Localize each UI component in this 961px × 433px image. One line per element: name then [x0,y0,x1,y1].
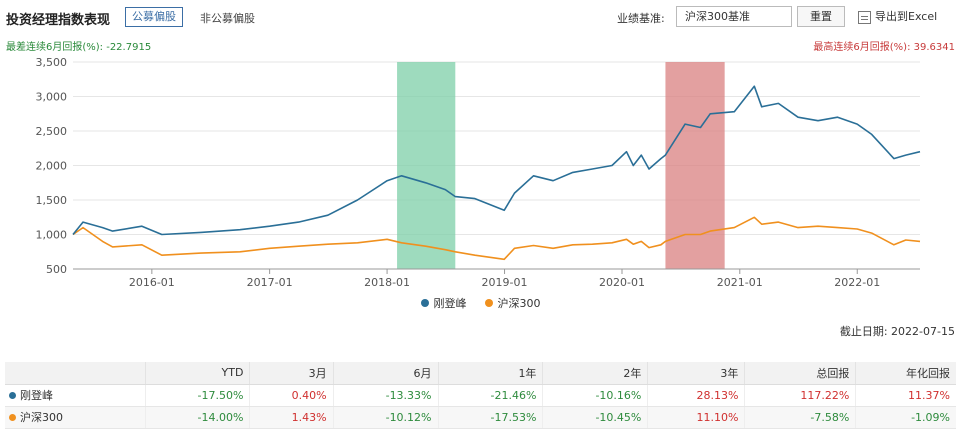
table-cell: -7.58% [744,406,856,429]
row-dot-manager [9,391,16,399]
table-cell: -13.33% [332,384,439,407]
reset-button[interactable]: 重置 [797,6,845,27]
legend-dot-manager [420,299,429,307]
table-row: 刚登峰 -17.50% 0.40% -13.33% -21.46% -10.16… [5,384,956,407]
y-tick-label: 500 [46,263,67,276]
y-tick-label: 1,500 [36,194,68,207]
performance-chart: 500 1,000 1,500 2,000 2,500 3,000 3,500 2016-01… [36,56,921,289]
page-title: 投资经理指数表现 [6,13,111,28]
legend-label-index: 沪深300 [497,297,541,310]
col-header-ytd: YTD [144,362,250,385]
tab-non-public-equity[interactable]: 非公募偏股 [200,12,255,25]
row-name: 刚登峰 [20,389,53,402]
as-of-date: 截止日期: 2022-07-15 [839,325,955,338]
row-name-cell: 沪深300 [5,406,145,429]
legend-dot-index [484,299,493,307]
x-tick-label: 2018-01 [364,276,410,289]
y-tick-label: 3,500 [36,56,68,69]
performance-table: YTD 3月 6月 1年 2年 3年 总回报 年化回报 刚登峰 -17.50% … [5,362,956,429]
table-cell: 117.22% [744,384,856,407]
x-tick-label: 2016-01 [129,276,175,289]
x-tick-label: 2017-01 [247,276,293,289]
x-tick-label: 2021-01 [717,276,763,289]
table-cell: -10.12% [332,406,439,429]
export-label: 导出到Excel [875,10,938,23]
y-tick-label: 2,000 [36,160,68,173]
series-line-index [72,216,921,261]
row-dot-index [9,413,16,421]
legend-item-index[interactable]: 沪深300 [484,295,541,311]
col-header-3y: 3年 [647,362,745,385]
table-header-row: YTD 3月 6月 1年 2年 3年 总回报 年化回报 [5,362,956,385]
row-name-cell: 刚登峰 [5,384,145,407]
col-header-2y: 2年 [542,362,648,385]
table-cell: -17.50% [144,384,250,407]
table-cell: -17.53% [437,406,543,429]
table-cell: -10.16% [542,384,648,407]
series-line-manager [72,85,921,236]
header: 投资经理指数表现 公募偏股 非公募偏股 业绩基准: 沪深300基准 重置 导出到… [0,0,961,34]
benchmark-select[interactable]: 沪深300基准 [676,6,792,27]
x-tick-label: 2020-01 [599,276,645,289]
table-cell: 1.43% [249,406,334,429]
table-cell: 28.13% [647,384,745,407]
excel-export-icon [858,10,871,24]
legend-label-manager: 刚登峰 [433,297,467,310]
chart-legend: 刚登峰 沪深300 [0,295,961,311]
table-row: 沪深300 -14.00% 1.43% -10.12% -17.53% -10.… [5,406,956,429]
table-cell: 11.10% [647,406,745,429]
col-header-3m: 3月 [249,362,334,385]
table-cell: -1.09% [855,406,956,429]
max-6m-return: 最高连续6月回报(%): 39.6341 [813,42,955,53]
benchmark-label: 业绩基准: [617,12,665,25]
table-cell: -10.45% [542,406,648,429]
tab-public-equity[interactable]: 公募偏股 [125,7,183,27]
col-header-name [5,362,145,385]
y-tick-label: 3,000 [36,91,68,104]
table-cell: -14.00% [144,406,250,429]
col-header-1y: 1年 [437,362,543,385]
y-tick-label: 1,000 [36,229,68,242]
legend-item-manager[interactable]: 刚登峰 [420,295,467,311]
table-cell: 11.37% [855,384,956,407]
table-cell: 0.40% [249,384,334,407]
y-tick-label: 2,500 [36,125,68,138]
min-6m-return: 最差连续6月回报(%): -22.7915 [6,42,152,53]
x-tick-label: 2019-01 [482,276,528,289]
table-cell: -21.46% [437,384,543,407]
col-header-total: 总回报 [744,362,856,385]
col-header-annualized: 年化回报 [855,362,956,385]
worst-6m-band [397,62,456,269]
x-tick-label: 2022-01 [834,276,880,289]
row-name: 沪深300 [20,411,63,424]
export-excel-button[interactable]: 导出到Excel [858,7,937,27]
col-header-6m: 6月 [332,362,439,385]
